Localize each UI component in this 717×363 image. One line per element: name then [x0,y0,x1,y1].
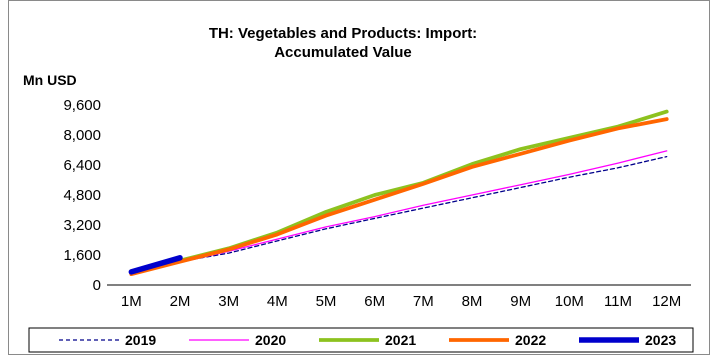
y-tick-label: 3,200 [63,217,101,234]
y-tick-label: 0 [93,277,101,294]
y-tick-label: 9,600 [63,97,101,114]
x-tick-label: 12M [652,293,681,310]
legend-label-2023: 2023 [645,332,676,348]
chart-title-line-2: Accumulated Value [274,44,412,61]
x-tick-label: 11M [604,293,632,310]
y-axis-ticks: 0 1,600 3,200 4,800 6,400 8,000 9,600 [63,97,101,294]
x-tick-label: 3M [218,293,239,310]
x-tick-label: 2M [170,293,191,310]
series-line-2019 [130,155,668,273]
series-line-2022 [129,117,669,277]
legend: 2019 2020 2021 2022 2023 [59,332,676,348]
y-axis-unit-label: Mn USD [23,72,77,88]
series-line-2023 [128,255,183,275]
accumulated-import-line-chart: TH: Vegetables and Products: Import: Acc… [23,25,694,353]
x-tick-label: 4M [267,293,288,310]
legend-label-2019: 2019 [125,332,156,348]
x-tick-label: 9M [510,293,531,310]
legend-label-2022: 2022 [515,332,546,348]
y-tick-label: 6,400 [63,157,101,174]
y-tick-label: 4,800 [63,187,101,204]
x-tick-label: 6M [364,293,385,310]
x-tick-label: 10M [555,293,584,310]
legend-label-2020: 2020 [255,332,286,348]
chart-title-line-1: TH: Vegetables and Products: Import: [209,25,477,42]
y-tick-label: 1,600 [63,247,101,264]
x-tick-label: 1M [121,293,142,310]
chart-frame: TH: Vegetables and Products: Import: Acc… [8,0,710,355]
y-tick-label: 8,000 [63,127,101,144]
series-lines [128,109,669,277]
legend-label-2021: 2021 [385,332,416,348]
x-tick-label: 7M [413,293,434,310]
x-tick-label: 5M [316,293,337,310]
x-axis-ticks: 1M 2M 3M 4M 5M 6M 7M 8M 9M 10M 11M 12M [121,293,681,310]
x-tick-label: 8M [462,293,483,310]
